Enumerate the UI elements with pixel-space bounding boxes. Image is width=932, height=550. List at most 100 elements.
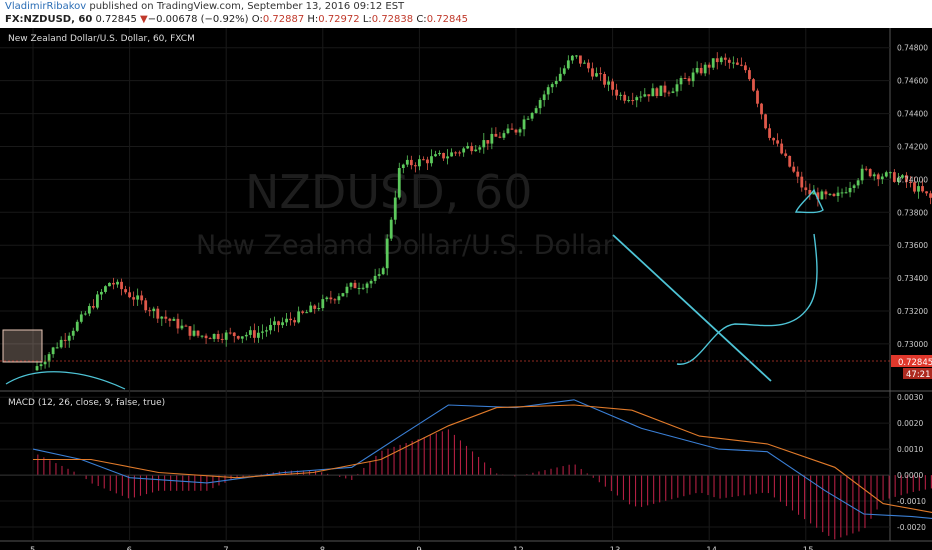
open-value: 0.72887: [262, 14, 305, 25]
candle-body: [623, 94, 627, 101]
candle-body: [876, 174, 880, 180]
x-tick-label: 13: [610, 546, 621, 550]
candle-body: [365, 283, 369, 288]
candle-body: [422, 159, 425, 161]
candle-body: [55, 347, 59, 349]
target-arrow-drawing[interactable]: [795, 188, 824, 214]
candle-body: [812, 192, 816, 195]
candle-body: [667, 92, 671, 94]
macd-y-tick-label: 0.0000: [897, 471, 923, 480]
candle-body: [671, 91, 675, 93]
high-label: H:: [307, 14, 319, 25]
projection-curve-drawing[interactable]: [676, 233, 818, 365]
x-tick-label: 12: [513, 546, 524, 550]
candle-body: [816, 192, 820, 200]
candle-body: [844, 192, 848, 194]
y-tick-label: 0.73400: [897, 274, 928, 283]
candle-body: [518, 129, 522, 133]
candle-body: [502, 133, 506, 138]
candle-body: [486, 140, 490, 144]
main-pane[interactable]: [0, 28, 890, 390]
candle-body: [196, 330, 200, 336]
y-tick-label: 0.73600: [897, 241, 928, 250]
candle-body: [91, 306, 95, 308]
candle-body: [333, 299, 337, 301]
candle-body: [385, 238, 389, 269]
candle-body: [236, 336, 240, 339]
candle-body: [252, 330, 256, 338]
candle-body: [929, 193, 932, 198]
candlestick-series: [35, 52, 932, 372]
candle-body: [281, 322, 284, 326]
trendline-drawing[interactable]: [612, 234, 772, 382]
author-link[interactable]: VladimirRibakov: [5, 1, 87, 12]
candle-body: [261, 331, 264, 333]
candle-body: [715, 58, 719, 63]
candle-body: [112, 282, 115, 285]
candle-body: [474, 149, 478, 152]
chart-svg[interactable]: NZDUSD, 60 New Zealand Dollar/U.S. Dolla…: [0, 28, 932, 550]
indicator-curve-fragment: [5, 371, 126, 390]
candle-body: [860, 168, 864, 181]
candle-body: [768, 128, 771, 138]
y-tick-label: 0.74800: [897, 44, 928, 53]
candle-body: [896, 177, 900, 182]
main-pane-title: New Zealand Dollar/U.S. Dollar, 60, FXCM: [8, 34, 195, 44]
candle-body: [579, 55, 582, 64]
candle-body: [856, 180, 860, 186]
candle-body: [381, 268, 385, 275]
candle-body: [872, 174, 876, 177]
time-axis-labels: 5 6 7 8 9 12 13 14 15: [30, 546, 814, 550]
candle-body: [450, 152, 453, 157]
x-tick-label: 9: [416, 546, 421, 550]
candle-body: [172, 318, 176, 321]
candle-body: [71, 330, 75, 336]
candle-body: [39, 364, 43, 367]
candle-body: [413, 165, 417, 167]
candle-body: [345, 286, 349, 294]
candle-body: [683, 78, 687, 80]
candle-body: [735, 62, 739, 65]
watermark-name: New Zealand Dollar/U.S. Dollar: [196, 230, 615, 261]
x-tick-label: 7: [223, 546, 228, 550]
candle-body: [901, 175, 904, 178]
candle-body: [470, 146, 474, 152]
candle-body: [570, 55, 574, 61]
candle-body: [542, 94, 546, 101]
candle-body: [462, 148, 466, 153]
candle-body: [59, 339, 63, 348]
watermark-symbol: NZDUSD, 60: [245, 165, 532, 219]
candle-body: [727, 59, 731, 63]
candle-body: [506, 128, 510, 134]
y-tick-label: 0.74200: [897, 142, 928, 151]
candle-body: [409, 159, 413, 166]
macd-y-tick-label: -0.0020: [897, 523, 926, 532]
candle-body: [764, 114, 767, 129]
candle-body: [430, 156, 433, 164]
candle-body: [184, 325, 188, 327]
x-tick-label: 8: [320, 546, 325, 550]
candle-body: [836, 192, 840, 196]
candle-body: [619, 94, 623, 96]
candle-body: [538, 100, 542, 109]
candle-body: [595, 73, 598, 77]
candle-body: [808, 190, 812, 195]
chart-area[interactable]: NZDUSD, 60 New Zealand Dollar/U.S. Dolla…: [0, 28, 932, 550]
y-tick-label: 0.73800: [897, 208, 928, 217]
candle-body: [587, 62, 590, 69]
candle-body: [824, 191, 828, 195]
candle-body: [188, 326, 192, 336]
candle-body: [679, 78, 683, 85]
candle-body: [120, 281, 123, 290]
candle-body: [426, 159, 429, 164]
candle-body: [116, 281, 119, 285]
highlight-box-drawing[interactable]: [2, 329, 43, 363]
publish-text: published on TradingView.com, September …: [86, 1, 405, 12]
macd-pane-title: MACD (12, 26, close, 9, false, true): [8, 398, 165, 408]
candle-body: [635, 97, 639, 101]
candle-body: [458, 152, 462, 154]
candle-body: [132, 297, 136, 300]
candle-body: [583, 62, 586, 64]
high-value: 0.72972: [318, 14, 360, 25]
